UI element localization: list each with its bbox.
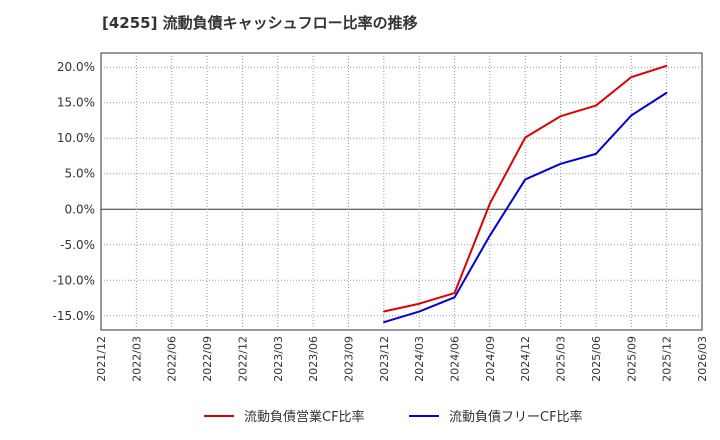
- x-tick-label: 2025/12: [661, 336, 674, 382]
- legend-label-2: 流動負債フリーCF比率: [449, 409, 583, 425]
- x-tick-label: 2023/03: [272, 336, 285, 382]
- data-point-1: [489, 202, 491, 205]
- y-tick-label: 20.0%: [57, 60, 95, 74]
- data-point-2: [453, 296, 456, 299]
- grid: [101, 53, 702, 330]
- data-point-2: [630, 114, 633, 117]
- data-point-1: [383, 310, 385, 313]
- x-tick-label: 2022/06: [166, 336, 179, 382]
- y-axis: 20.0% 15.0% 10.0% 5.0% 0.0% -5.0% -10.0% -15.0%: [53, 60, 95, 323]
- x-tick-label: 2024/03: [413, 336, 426, 382]
- data-point-2: [559, 163, 562, 165]
- data-point-1: [524, 136, 527, 139]
- y-tick-label: 10.0%: [57, 131, 95, 145]
- plot-area: [100, 52, 703, 331]
- data-point-1: [630, 76, 633, 78]
- x-tick-label: 2023/09: [342, 336, 355, 382]
- series-lines: [383, 64, 668, 324]
- data-point-1: [665, 64, 668, 67]
- data-point-2: [595, 153, 597, 155]
- x-axis: 2021/12 2022/03 2022/06 2022/09 2022/12 2023/…: [95, 336, 709, 382]
- x-tick-label: 2021/12: [95, 336, 108, 382]
- data-point-2: [383, 321, 385, 323]
- data-point-1: [559, 115, 562, 118]
- x-tick-label: 2026/03: [696, 336, 709, 382]
- x-tick-label: 2025/09: [625, 336, 638, 382]
- x-tick-label: 2022/09: [201, 336, 214, 382]
- y-tick-label: 0.0%: [65, 202, 96, 216]
- x-tick-label: 2024/12: [519, 336, 532, 382]
- x-tick-label: 2023/06: [307, 336, 320, 382]
- x-tick-label: 2024/06: [449, 336, 462, 382]
- y-tick-label: -15.0%: [53, 309, 95, 323]
- x-tick-label: 2025/03: [555, 336, 568, 382]
- y-tick-label: -10.0%: [53, 273, 95, 287]
- x-tick-label: 2022/03: [130, 336, 143, 382]
- x-tick-label: 2023/12: [378, 336, 391, 382]
- x-tick-label: 2025/06: [590, 336, 603, 382]
- data-point-1: [418, 302, 420, 305]
- data-point-2: [418, 310, 420, 313]
- x-tick-label: 2022/12: [236, 336, 249, 382]
- chart-title: [4255] 流動負債キャッシュフロー比率の推移: [102, 14, 418, 32]
- y-tick-label: -5.0%: [60, 238, 95, 252]
- x-tick-label: 2024/09: [484, 336, 497, 382]
- data-point-2: [489, 234, 491, 237]
- legend-label-1: 流動負債営業CF比率: [244, 409, 365, 425]
- data-point-2: [665, 91, 668, 94]
- data-point-2: [524, 178, 527, 181]
- y-tick-label: 5.0%: [65, 167, 96, 181]
- data-point-1: [453, 292, 456, 294]
- legend: 流動負債営業CF比率 流動負債フリーCF比率: [204, 409, 583, 425]
- data-point-1: [595, 104, 597, 107]
- y-tick-label: 15.0%: [57, 96, 95, 110]
